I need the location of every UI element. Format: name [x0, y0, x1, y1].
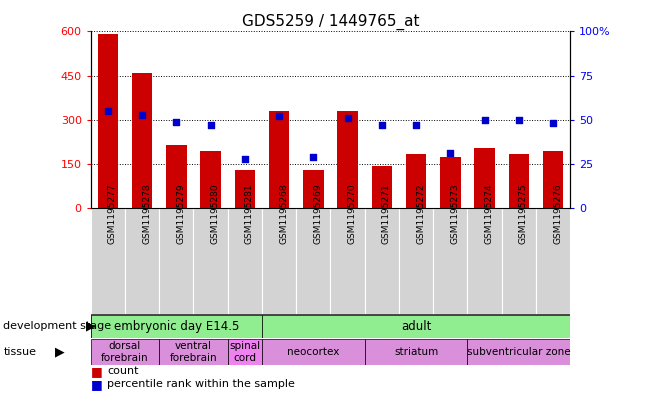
FancyBboxPatch shape: [159, 338, 227, 365]
Bar: [303, 170, 323, 208]
FancyBboxPatch shape: [330, 208, 365, 314]
Point: [411, 122, 421, 128]
Text: GSM1195278: GSM1195278: [142, 183, 151, 244]
Text: ▶: ▶: [55, 345, 65, 358]
FancyBboxPatch shape: [536, 208, 570, 314]
Bar: [200, 151, 221, 208]
FancyBboxPatch shape: [159, 208, 194, 314]
FancyBboxPatch shape: [365, 338, 467, 365]
FancyBboxPatch shape: [365, 208, 399, 314]
Text: GSM1195271: GSM1195271: [382, 183, 391, 244]
Text: adult: adult: [401, 320, 432, 333]
Text: dorsal
forebrain: dorsal forebrain: [101, 341, 149, 362]
FancyBboxPatch shape: [434, 208, 467, 314]
FancyBboxPatch shape: [296, 208, 330, 314]
Text: GSM1195279: GSM1195279: [176, 183, 185, 244]
Point: [480, 117, 490, 123]
Text: GSM1195280: GSM1195280: [211, 183, 220, 244]
Text: count: count: [107, 366, 139, 376]
Point: [514, 117, 524, 123]
Bar: [132, 73, 152, 208]
Text: GSM1195272: GSM1195272: [416, 184, 425, 244]
Bar: [440, 157, 461, 208]
Point: [274, 113, 284, 119]
Text: ▶: ▶: [86, 320, 95, 333]
FancyBboxPatch shape: [91, 315, 262, 338]
Point: [205, 122, 216, 128]
FancyBboxPatch shape: [227, 338, 262, 365]
FancyBboxPatch shape: [467, 338, 570, 365]
Bar: [371, 165, 392, 208]
Point: [342, 115, 353, 121]
Point: [102, 108, 113, 114]
Point: [376, 122, 387, 128]
Text: GSM1195274: GSM1195274: [485, 184, 494, 244]
Title: GDS5259 / 1449765_at: GDS5259 / 1449765_at: [242, 14, 419, 30]
Text: tissue: tissue: [3, 347, 36, 357]
Bar: [235, 170, 255, 208]
Text: ventral
forebrain: ventral forebrain: [170, 341, 217, 362]
Text: spinal
cord: spinal cord: [229, 341, 260, 362]
Text: GSM1195276: GSM1195276: [553, 183, 562, 244]
Bar: [166, 145, 187, 208]
Bar: [269, 111, 290, 208]
FancyBboxPatch shape: [91, 208, 125, 314]
Text: development stage: development stage: [3, 321, 111, 331]
FancyBboxPatch shape: [502, 208, 536, 314]
FancyBboxPatch shape: [262, 208, 296, 314]
FancyBboxPatch shape: [227, 208, 262, 314]
FancyBboxPatch shape: [262, 338, 365, 365]
Point: [171, 119, 181, 125]
Point: [445, 151, 456, 157]
FancyBboxPatch shape: [91, 338, 159, 365]
Text: ■: ■: [91, 365, 102, 378]
Point: [548, 120, 559, 127]
Bar: [406, 154, 426, 208]
Bar: [98, 34, 118, 208]
Bar: [338, 111, 358, 208]
Text: embryonic day E14.5: embryonic day E14.5: [113, 320, 239, 333]
Text: GSM1195270: GSM1195270: [347, 183, 356, 244]
Bar: [509, 154, 529, 208]
Bar: [474, 148, 495, 208]
Text: GSM1195275: GSM1195275: [519, 183, 528, 244]
Point: [308, 154, 319, 160]
Text: GSM1195281: GSM1195281: [245, 183, 254, 244]
FancyBboxPatch shape: [399, 208, 434, 314]
Text: GSM1195268: GSM1195268: [279, 183, 288, 244]
Point: [240, 156, 250, 162]
FancyBboxPatch shape: [262, 315, 570, 338]
Text: GSM1195273: GSM1195273: [450, 183, 459, 244]
Point: [137, 112, 147, 118]
FancyBboxPatch shape: [125, 208, 159, 314]
Text: subventricular zone: subventricular zone: [467, 347, 571, 357]
FancyBboxPatch shape: [194, 208, 227, 314]
Text: GSM1195269: GSM1195269: [314, 183, 322, 244]
Text: striatum: striatum: [394, 347, 438, 357]
Bar: [543, 151, 563, 208]
Text: percentile rank within the sample: percentile rank within the sample: [107, 379, 295, 389]
Text: neocortex: neocortex: [287, 347, 340, 357]
Text: GSM1195277: GSM1195277: [108, 183, 117, 244]
Text: ■: ■: [91, 378, 102, 391]
FancyBboxPatch shape: [467, 208, 502, 314]
